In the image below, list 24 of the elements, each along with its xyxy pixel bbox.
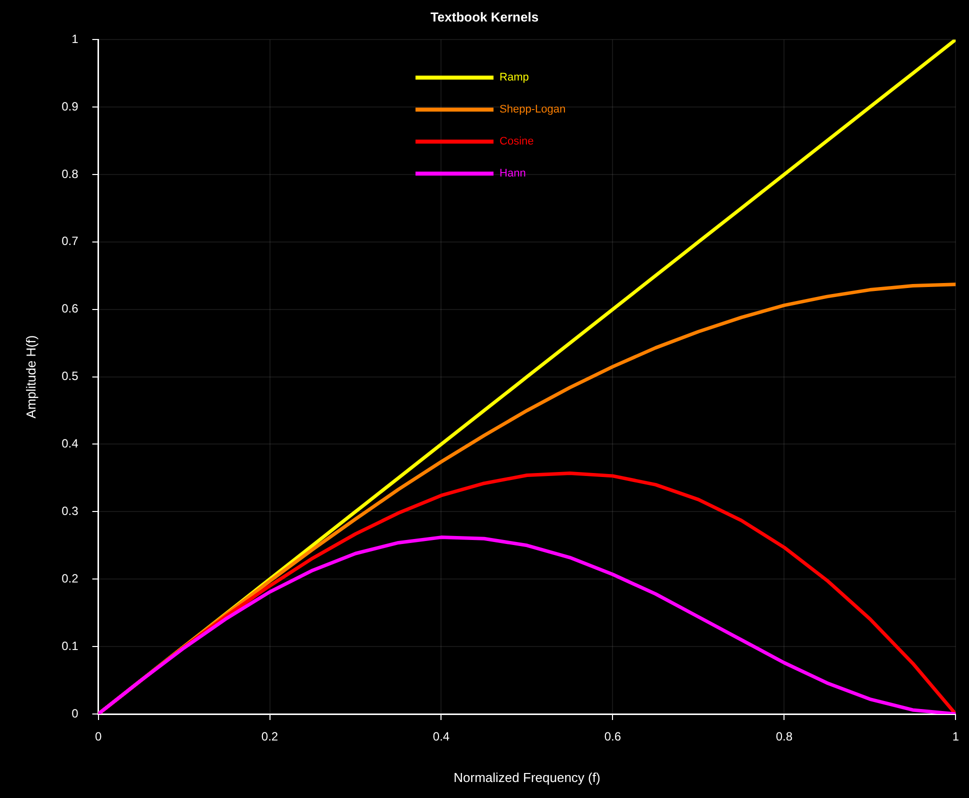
- x-tick-label: 0: [94, 730, 102, 744]
- y-tick-label: 0.7: [62, 234, 79, 248]
- chart-title: Textbook Kernels: [430, 9, 539, 24]
- y-tick-label: 1: [72, 32, 79, 46]
- y-axis-title: Amplitude H(f): [23, 335, 38, 418]
- x-tick-label: 0.2: [261, 730, 278, 744]
- y-tick-label: 0.4: [62, 436, 79, 451]
- x-tick-label: 0.4: [432, 730, 450, 744]
- text: Ramp: [500, 72, 529, 84]
- y-tick-label: 0.6: [62, 302, 79, 316]
- y-tick-label: 0.9: [62, 99, 79, 114]
- x-tick-label: 0.8: [776, 730, 793, 744]
- y-tick-label: 0.3: [62, 504, 79, 518]
- x-tick-label: 1: [952, 730, 960, 744]
- text: Shepp-Logan: [500, 104, 566, 116]
- text: Hann: [500, 168, 526, 180]
- y-tick-label: 0.2: [62, 571, 79, 586]
- y-tick-label: 0.5: [62, 369, 79, 384]
- y-tick-label: 0: [72, 706, 79, 720]
- y-tick-label: 0.8: [62, 166, 79, 181]
- text: Cosine: [500, 136, 534, 148]
- x-tick-label: 0.6: [604, 730, 622, 744]
- y-tick-label: 0.1: [62, 638, 79, 653]
- x-axis-title: Normalized Frequency (f): [454, 770, 600, 785]
